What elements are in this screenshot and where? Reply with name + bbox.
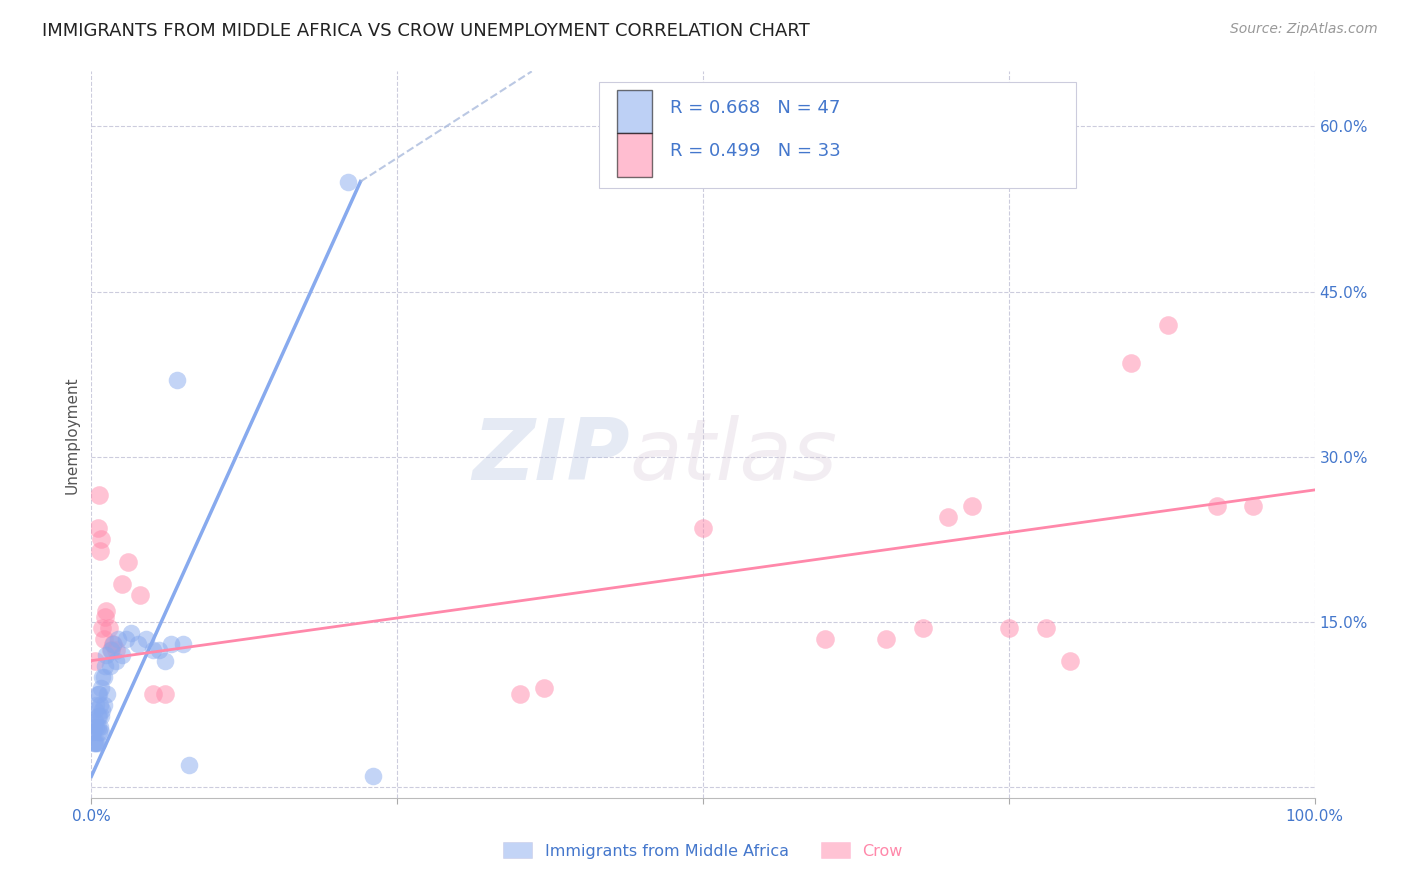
Point: [91, 703, 114, 717]
Point: [98, 659, 121, 673]
Point: [87, 725, 110, 739]
Point: [84, 736, 107, 750]
Point: [120, 626, 142, 640]
FancyBboxPatch shape: [599, 82, 1076, 187]
Point: [912, 621, 935, 635]
Point: [87, 488, 110, 502]
Point: [111, 576, 134, 591]
Point: [97, 621, 120, 635]
Point: [1243, 500, 1265, 514]
Point: [361, 769, 384, 783]
Text: IMMIGRANTS FROM MIDDLE AFRICA VS CROW UNEMPLOYMENT CORRELATION CHART: IMMIGRANTS FROM MIDDLE AFRICA VS CROW UN…: [42, 22, 810, 40]
Point: [172, 637, 194, 651]
Point: [166, 373, 188, 387]
Point: [84, 720, 107, 734]
Point: [111, 648, 134, 662]
Point: [936, 510, 959, 524]
Point: [141, 687, 163, 701]
Point: [337, 174, 360, 188]
Point: [104, 642, 127, 657]
Point: [90, 708, 112, 723]
Point: [83, 736, 105, 750]
Point: [103, 637, 125, 651]
Text: Source: ZipAtlas.com: Source: ZipAtlas.com: [1230, 22, 1378, 37]
Text: R = 0.499   N = 33: R = 0.499 N = 33: [671, 143, 841, 161]
Point: [160, 637, 183, 651]
Y-axis label: Unemployment: Unemployment: [65, 376, 80, 493]
Point: [89, 698, 111, 712]
Point: [179, 758, 201, 772]
Point: [84, 703, 107, 717]
Point: [94, 604, 117, 618]
Point: [93, 670, 115, 684]
Point: [84, 736, 107, 750]
Point: [960, 500, 983, 514]
Point: [86, 720, 108, 734]
Point: [83, 720, 105, 734]
Point: [1121, 356, 1143, 370]
Point: [533, 681, 555, 696]
Point: [90, 533, 112, 547]
Point: [129, 588, 152, 602]
Point: [117, 555, 139, 569]
Point: [103, 637, 125, 651]
Point: [1035, 621, 1057, 635]
Point: [509, 687, 531, 701]
Point: [107, 632, 129, 646]
Point: [84, 698, 107, 712]
Point: [91, 621, 114, 635]
FancyBboxPatch shape: [617, 133, 651, 177]
Point: [1157, 318, 1180, 332]
Legend: Immigrants from Middle Africa, Crow: Immigrants from Middle Africa, Crow: [495, 834, 911, 867]
Point: [86, 708, 108, 723]
Point: [82, 725, 104, 739]
Point: [89, 720, 111, 734]
Point: [90, 681, 112, 696]
Text: ZIP: ZIP: [472, 415, 630, 498]
Point: [814, 632, 837, 646]
Point: [93, 698, 115, 712]
Point: [94, 659, 117, 673]
Point: [94, 609, 117, 624]
Point: [104, 654, 127, 668]
Point: [114, 632, 136, 646]
Point: [96, 687, 118, 701]
Point: [100, 642, 122, 657]
Point: [90, 725, 112, 739]
Point: [148, 642, 170, 657]
Point: [692, 521, 714, 535]
FancyBboxPatch shape: [617, 89, 651, 133]
Text: atlas: atlas: [630, 415, 838, 498]
Point: [87, 687, 110, 701]
Point: [100, 642, 122, 657]
Point: [1205, 500, 1227, 514]
Text: R = 0.668   N = 47: R = 0.668 N = 47: [671, 99, 841, 117]
Point: [1059, 654, 1081, 668]
Point: [84, 714, 107, 729]
Point: [998, 621, 1021, 635]
Point: [89, 543, 111, 558]
Point: [86, 687, 108, 701]
Point: [86, 521, 108, 535]
Point: [94, 648, 117, 662]
Point: [84, 654, 107, 668]
Point: [153, 687, 176, 701]
Point: [153, 654, 176, 668]
Point: [86, 736, 108, 750]
Point: [875, 632, 898, 646]
Point: [135, 632, 157, 646]
Point: [87, 708, 110, 723]
Point: [141, 642, 163, 657]
Point: [93, 632, 115, 646]
Point: [91, 670, 114, 684]
Point: [127, 637, 149, 651]
